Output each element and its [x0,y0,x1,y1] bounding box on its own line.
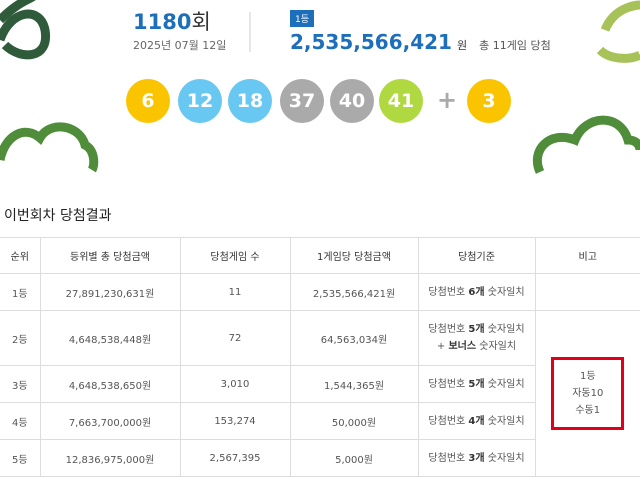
column-header: 당첨기준 [417,237,536,274]
criteria-text: 당첨번호 [428,324,469,335]
column-header: 당첨게임 수 [179,237,291,274]
cell-games: 3,010 [179,365,291,403]
ball: 18 [228,79,272,123]
cell-total: 4,648,538,448원 [39,310,181,366]
criteria-text: 당첨번호 [428,286,469,298]
badge: 1등 [290,10,315,27]
criteria-text: 숫자일치 [484,378,525,390]
results-table: 순위 등위별 총 당첨금액 당첨게임 수 1게임당 당첨금액 당첨기준 비고 1등 27,8… [0,237,640,477]
prize-line: 2,535,566,421 원 총 11게임 당첨 [290,30,551,54]
deco-loop [0,9,50,60]
criteria-text: 6개 [468,286,485,298]
criteria-text: 숫자일치 [484,415,525,427]
cell-criteria: 당첨번호 6개 숫자일치 [417,273,536,311]
criteria-text: 4개 [468,415,485,427]
criteria-text: 당첨번호 [428,415,469,427]
column-header: 비고 [534,237,640,274]
ball: 40 [330,79,374,123]
note-line: 자동10 [572,388,604,399]
cell-rank: 3등 [0,365,41,403]
cell-criteria: 당첨번호 5개 숫자일치 + 보너스 숫자일치 [417,310,536,366]
criteria-text: 숫자일치 [484,324,525,335]
cell-games: 72 [179,310,291,366]
criteria-text: 5개 [468,324,485,335]
table-row: 1등 27,891,230,631원 11 2,535,566,421원 당첨번호 6개… [0,273,640,311]
criteria-text: 숫자일치 [476,341,517,352]
cell-total: 7,663,700,000원 [39,402,181,440]
cell-note-empty [534,273,640,311]
winners-note: 총 11게임 당첨 [479,39,551,52]
cell-per-game: 5,000원 [289,439,419,477]
criteria-text: 당첨번호 [428,378,469,390]
criteria-text: 당첨번호 [428,452,469,464]
deco-line [0,0,36,24]
ball: 6 [126,79,170,123]
cell-games: 2,567,395 [179,439,291,477]
cell-total: 4,648,538,650원 [39,365,181,403]
criteria-line: 당첨번호 3개 숫자일치 [419,450,535,467]
round-number: 1180 [133,10,192,34]
cell-rank: 2등 [0,310,41,366]
cell-criteria: 당첨번호 4개 숫자일치 [417,402,535,440]
criteria-line: + 보너스 숫자일치 [419,338,535,355]
date: 2025년 07월 12일 [133,39,227,52]
cell-rank: 4등 [0,402,41,440]
ball: 37 [280,79,324,123]
criteria-text: 5개 [468,378,485,390]
cell-per-game: 2,535,566,421원 [289,273,419,311]
note-line: 수동1 [575,405,601,416]
section-title: 이번회차 당첨결과 [4,208,112,224]
prize-unit: 원 [457,39,468,52]
column-header: 순위 [0,237,41,274]
bonus-ball: 3 [467,79,511,123]
table-body: 1등 27,891,230,631원 11 2,535,566,421원 당첨번호 6개… [0,273,640,477]
criteria-line: 당첨번호 6개 숫자일치 [419,284,535,301]
prize: 2,535,566,421 [290,30,452,54]
criteria-text: 3개 [468,452,485,464]
criteria-text: 보너스 [448,341,477,352]
decoration [0,0,640,174]
deco-cloud-right [533,115,640,174]
criteria-text: + [436,341,449,352]
plus: + [437,86,458,114]
ball: 12 [178,79,222,123]
cell-per-game: 50,000원 [289,402,419,440]
cell-criteria: 당첨번호 5개 숫자일치 [417,365,535,403]
column-header: 등위별 총 당첨금액 [39,237,181,274]
cell-criteria: 당첨번호 3개 숫자일치 [417,439,535,477]
criteria-line: 당첨번호 5개 숫자일치 [419,376,535,393]
deco-right-top [596,0,640,63]
table-row: 2등 4,648,538,448원 72 64,563,034원 당첨번호 5개 숫자일… [0,310,640,477]
cell-total: 27,891,230,631원 [39,273,181,311]
cell-total: 12,836,975,000원 [39,439,181,477]
round: 1180회 [133,6,211,36]
table-row: 3등 4,648,538,650원 3,010 1,544,365원 당첨번호 5개 숫… [0,365,640,403]
cell-per-game: 64,563,034원 [289,310,419,366]
round-suffix: 회 [191,10,211,34]
cell-games: 11 [179,273,291,311]
ball: 41 [379,79,423,123]
deco-cloud-left [0,122,99,173]
table-row: 5등 12,836,975,000원 2,567,395 5,000원 당첨번호 3개 … [0,439,640,477]
header-row: 순위 등위별 총 당첨금액 당첨게임 수 1게임당 당첨금액 당첨기준 비고 [0,237,640,274]
cell-games: 153,274 [179,402,291,440]
cell-rank: 1등 [0,273,41,311]
cell-per-game: 1,544,365원 [289,365,419,403]
criteria-line: 당첨번호 4개 숫자일치 [419,413,535,430]
criteria-text: 숫자일치 [484,286,525,298]
cell-rank: 5등 [0,439,41,477]
criteria-text: 숫자일치 [484,452,525,464]
criteria-line: 당첨번호 5개 숫자일치 [419,321,535,338]
note-line: 1등 [579,371,596,382]
column-header: 1게임당 당첨금액 [289,237,419,274]
